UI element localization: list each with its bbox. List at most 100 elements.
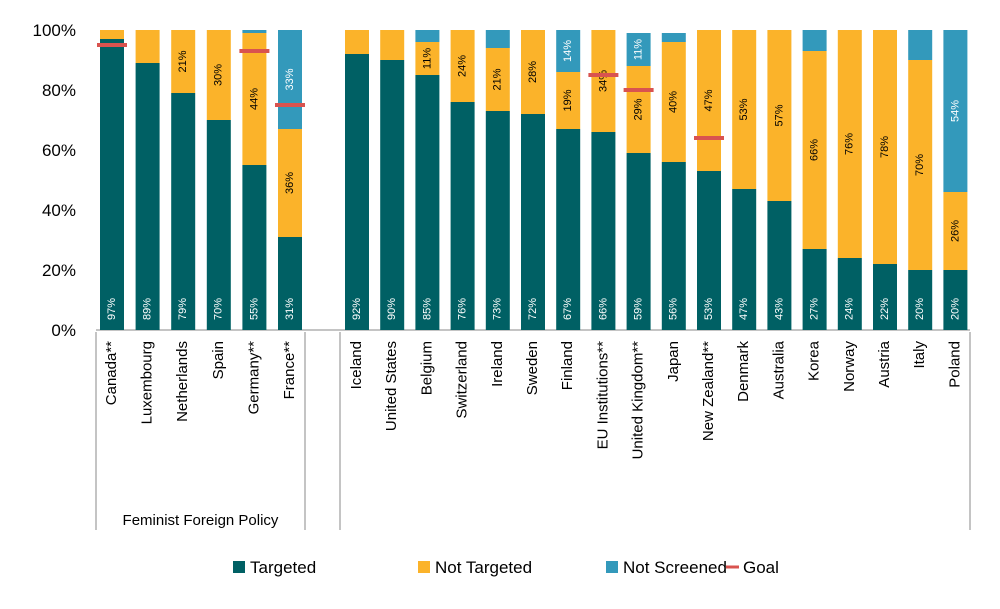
data-label-not-targeted: 36% <box>284 172 296 194</box>
bar-targeted <box>415 75 440 330</box>
bar-not-targeted <box>837 30 862 258</box>
x-tick-label: New Zealand** <box>700 341 717 441</box>
bar-not-targeted <box>135 30 160 63</box>
bar-targeted <box>767 201 792 330</box>
x-tick-label: Netherlands <box>174 341 191 422</box>
data-label-not-targeted: 66% <box>809 139 821 161</box>
data-label-not-targeted: 26% <box>949 220 961 242</box>
data-label-not-screened: 33% <box>284 68 296 90</box>
data-label-targeted: 73% <box>492 298 504 320</box>
data-label-not-targeted: 76% <box>844 133 856 155</box>
bar-not-screened <box>908 30 933 60</box>
data-label-not-targeted: 28% <box>527 61 539 83</box>
bar-targeted <box>556 129 581 330</box>
data-label-targeted: 31% <box>284 298 296 320</box>
bar-targeted <box>206 120 231 330</box>
bar-not-screened <box>802 30 827 51</box>
data-label-not-targeted: 53% <box>738 98 750 120</box>
legend-label-targeted: Targeted <box>250 558 316 577</box>
bar-not-targeted <box>697 30 721 171</box>
bar-not-screened <box>415 30 440 42</box>
data-label-targeted: 47% <box>738 298 750 320</box>
data-label-targeted: 27% <box>809 298 821 320</box>
data-label-targeted: 20% <box>914 298 926 320</box>
x-tick-label: Spain <box>210 341 227 379</box>
y-tick-label: 100% <box>33 21 76 40</box>
data-label-not-targeted: 40% <box>668 91 680 113</box>
data-label-targeted: 97% <box>106 298 118 320</box>
bar-targeted <box>908 270 933 330</box>
data-label-targeted: 92% <box>351 298 363 320</box>
bar-not-targeted <box>521 30 545 114</box>
data-label-not-screened: 11% <box>633 39 645 60</box>
x-tick-label: Ireland <box>489 341 506 387</box>
bar-targeted <box>802 249 827 330</box>
x-tick-label: France** <box>281 341 298 400</box>
data-label-targeted: 79% <box>177 298 189 320</box>
legend: Targeted Not Targeted Not Screened Goal <box>233 558 779 577</box>
data-label-targeted: 85% <box>421 298 433 320</box>
x-tick-label: Korea <box>806 340 823 381</box>
bar-targeted <box>732 189 757 330</box>
data-label-not-targeted: 19% <box>562 89 574 111</box>
bar-not-targeted <box>556 72 581 129</box>
bar-targeted <box>278 237 302 330</box>
bar-targeted <box>171 93 196 330</box>
data-label-targeted: 56% <box>668 298 680 320</box>
x-tick-label: Australia <box>770 340 787 399</box>
data-label-targeted: 22% <box>879 298 891 320</box>
x-tick-label: Denmark <box>735 341 752 402</box>
x-tick-label: United States <box>383 341 400 431</box>
x-tick-label: Iceland <box>348 341 365 389</box>
bar-not-targeted <box>626 66 651 153</box>
bar-targeted <box>591 132 616 330</box>
bar-targeted <box>521 114 545 330</box>
x-tick-label: Austria <box>876 340 893 387</box>
data-label-not-targeted: 29% <box>633 98 645 120</box>
x-tick-label: Finland <box>559 341 576 390</box>
bar-targeted <box>450 102 475 330</box>
data-label-not-targeted: 30% <box>213 64 225 86</box>
bar-not-screened <box>943 30 968 192</box>
data-label-targeted: 24% <box>844 298 856 320</box>
data-label-not-targeted: 70% <box>914 154 926 176</box>
data-label-targeted: 70% <box>213 298 225 320</box>
bar-not-screened <box>556 30 581 72</box>
data-label-not-targeted: 44% <box>248 88 260 110</box>
data-label-targeted: 67% <box>562 298 574 320</box>
bar-targeted <box>626 153 651 330</box>
data-label-targeted: 66% <box>597 298 609 320</box>
bar-not-targeted <box>242 33 267 165</box>
bar-not-screened <box>242 30 267 33</box>
data-label-not-targeted: 78% <box>879 136 891 158</box>
bar-not-targeted <box>206 30 231 120</box>
data-label-targeted: 59% <box>633 298 645 320</box>
data-label-not-targeted: 11% <box>421 48 433 69</box>
bar-not-screened <box>485 30 510 48</box>
bar-targeted <box>873 264 897 330</box>
x-tick-label: Canada** <box>103 341 120 405</box>
data-label-not-targeted: 47% <box>703 89 715 111</box>
x-tick-label: Poland <box>946 341 963 388</box>
x-tick-label: Japan <box>665 341 682 382</box>
y-tick-label: 40% <box>42 201 76 220</box>
bar-not-targeted <box>380 30 405 60</box>
legend-label-goal: Goal <box>743 558 779 577</box>
data-label-not-targeted: 21% <box>177 50 189 72</box>
bar-targeted <box>837 258 862 330</box>
bar-not-targeted <box>345 30 369 54</box>
data-label-not-targeted: 24% <box>457 55 469 77</box>
data-label-targeted: 53% <box>703 298 715 320</box>
x-tick-label: Germany** <box>245 341 262 415</box>
bar-not-targeted <box>485 48 510 111</box>
data-label-not-targeted: 21% <box>492 68 504 90</box>
bar-not-targeted <box>943 192 968 270</box>
data-label-targeted: 76% <box>457 298 469 320</box>
x-tick-label: Switzerland <box>454 341 471 419</box>
bar-not-targeted <box>732 30 757 189</box>
bar-not-targeted <box>802 51 827 249</box>
legend-swatch-not-targeted <box>418 561 430 573</box>
bar-targeted <box>242 165 267 330</box>
